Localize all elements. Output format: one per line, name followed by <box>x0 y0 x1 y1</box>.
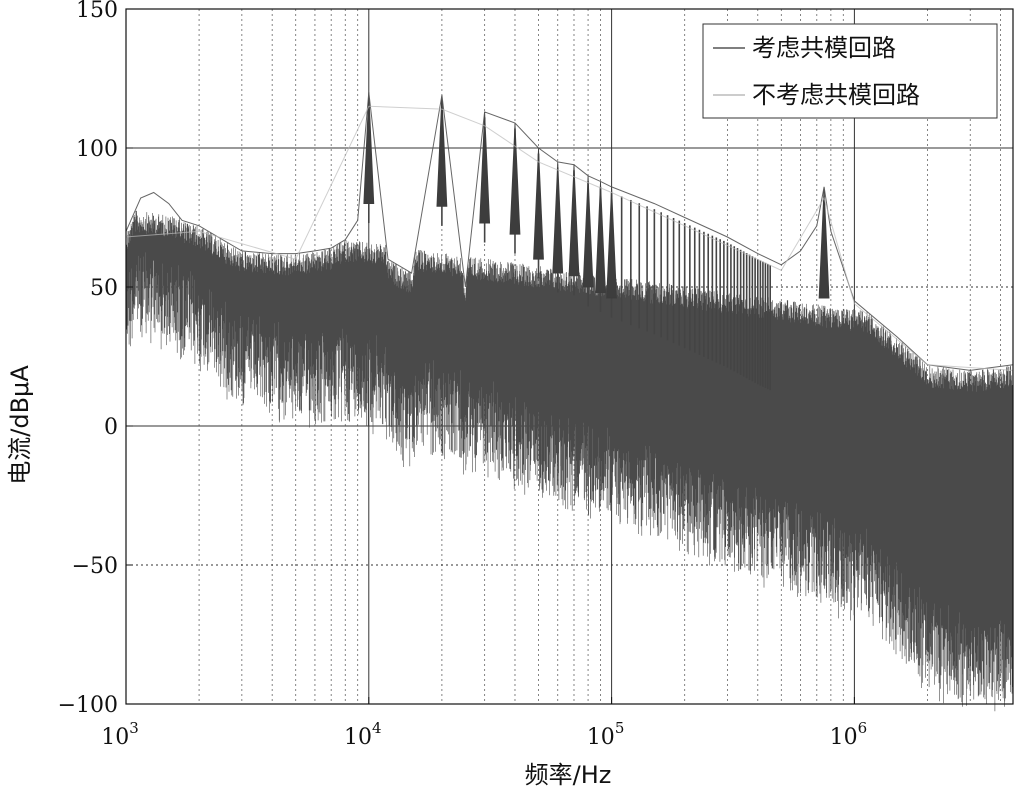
legend-entry-series-1: 考虑共模回路 <box>752 34 896 62</box>
legend: 考虑共模回路 不考虑共模回路 <box>702 23 998 119</box>
noise-layer <box>125 97 1014 712</box>
peak-marker <box>582 175 594 288</box>
peak-marker <box>509 122 521 235</box>
x-tick-label: 106 <box>830 719 868 750</box>
legend-entry-series-2: 不考虑共模回路 <box>752 81 920 109</box>
y-tick-label: 150 <box>76 0 118 23</box>
y-tick-label: 100 <box>76 137 118 162</box>
y-tick-label: 0 <box>104 415 118 440</box>
x-tick-label: 105 <box>587 719 625 750</box>
legend-box <box>702 23 998 119</box>
series-line-2 <box>125 105 1014 371</box>
x-tick-label: 104 <box>344 719 382 750</box>
y-tick-label: −50 <box>72 554 118 579</box>
series-line-1 <box>125 92 1014 371</box>
peak-marker <box>552 161 564 274</box>
series-layer <box>125 92 1014 371</box>
peak-marker <box>479 111 491 224</box>
noise-band <box>125 210 1014 712</box>
peak-marker <box>436 95 448 207</box>
y-tick-label: 50 <box>90 276 118 301</box>
y-tick-label: −100 <box>58 693 118 718</box>
plot-frame <box>125 8 1014 705</box>
x-axis-label: 频率/Hz <box>525 761 612 789</box>
peak-marker <box>568 164 580 277</box>
y-axis-label: 电流/dBμA <box>6 365 34 485</box>
peak-marker <box>606 186 618 299</box>
x-tick-label: 103 <box>101 719 139 750</box>
peak-marker <box>595 181 606 293</box>
peak-marker <box>818 186 830 299</box>
peak-marker <box>363 92 375 204</box>
peak-marker <box>533 147 544 260</box>
